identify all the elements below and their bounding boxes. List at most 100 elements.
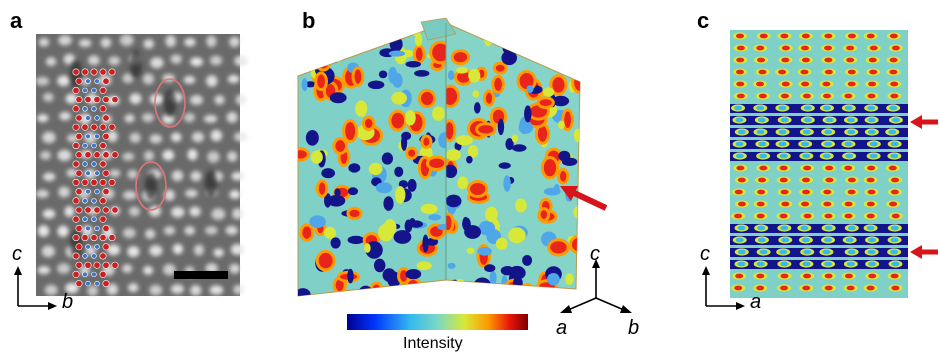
intensity-spot	[846, 117, 855, 123]
intensity-blob	[478, 125, 494, 134]
atomic-column	[42, 131, 56, 144]
intensity-spot	[888, 165, 897, 171]
panel-a-axis-b: b	[62, 291, 74, 313]
intensity-spot	[756, 273, 765, 279]
low-intensity-band	[730, 128, 908, 137]
model-atom-red	[99, 178, 107, 186]
model-atom-red	[99, 160, 107, 168]
atomic-column	[210, 129, 223, 142]
intensity-spot	[780, 285, 789, 291]
model-atom-red	[84, 96, 92, 104]
intensity-spot	[868, 273, 877, 279]
model-atom-blue	[91, 198, 97, 204]
intensity-spot	[869, 153, 878, 159]
atomic-column	[170, 54, 182, 64]
low-intensity-band	[730, 260, 908, 269]
model-atom-red	[72, 215, 80, 223]
model-atom-red	[99, 68, 107, 76]
intensity-blob	[494, 77, 502, 91]
atomic-column	[232, 208, 244, 220]
model-atom-red	[72, 86, 80, 94]
intensity-spot	[779, 213, 788, 219]
intensity-spot	[847, 33, 856, 39]
intensity-blob	[358, 23, 376, 37]
intensity-blob	[447, 262, 456, 269]
model-atom-red	[108, 68, 116, 76]
intensity-spot	[735, 273, 744, 279]
intensity-spot	[866, 285, 875, 291]
intensity-spot	[778, 69, 787, 75]
intensity-spot	[824, 45, 833, 51]
intensity-blob	[391, 112, 405, 129]
atomic-column	[43, 172, 56, 182]
intensity-blob	[473, 277, 492, 289]
intensity-spot	[735, 69, 744, 75]
intensity-spot	[758, 93, 767, 99]
atomic-column	[231, 171, 245, 181]
atomic-column	[38, 37, 50, 47]
atomic-column	[42, 92, 54, 102]
atomic-column	[189, 206, 201, 217]
intensity-blob	[539, 99, 552, 107]
model-atom-blue	[91, 87, 97, 94]
intensity-blob	[299, 28, 312, 39]
low-intensity-band	[730, 236, 908, 245]
intensity-blob	[335, 279, 344, 292]
intensity-spot	[890, 249, 899, 255]
atomic-column	[193, 244, 205, 256]
intensity-spot	[823, 201, 832, 207]
intensity-spot	[801, 201, 810, 207]
intensity-blob	[511, 134, 519, 143]
intensity-blob	[364, 118, 373, 129]
intensity-blob	[468, 68, 481, 83]
atomic-column	[35, 76, 50, 86]
intensity-spot	[780, 273, 789, 279]
atomic-column	[37, 265, 51, 275]
intensity-spot	[756, 285, 765, 291]
model-atom-red	[102, 188, 110, 196]
intensity-blob	[560, 170, 567, 182]
atomic-column	[44, 284, 58, 296]
atomic-column	[144, 229, 156, 239]
intensity-spot	[825, 165, 834, 171]
atomic-column	[149, 245, 163, 257]
model-atom-red	[75, 261, 83, 269]
intensity-blob	[426, 237, 439, 246]
model-atom-blue	[85, 280, 91, 287]
intensity-blob	[347, 235, 365, 245]
intensity-spot	[756, 45, 765, 51]
model-atom-red	[108, 123, 116, 131]
model-atom-blue	[94, 244, 100, 250]
model-atom-red	[99, 105, 107, 113]
intensity-spot	[780, 93, 789, 99]
model-atom-red	[111, 151, 119, 159]
intensity-spot	[844, 93, 853, 99]
atomic-column	[37, 114, 49, 123]
model-atom-red	[93, 151, 101, 159]
intensity-blob	[552, 24, 565, 40]
intensity-blob	[422, 234, 429, 253]
panel-c-map	[730, 30, 908, 298]
intensity-blob	[487, 23, 499, 38]
intensity-blob	[519, 72, 534, 90]
intensity-blob	[420, 91, 434, 106]
intensity-blob	[362, 23, 379, 34]
intensity-spot	[889, 201, 898, 207]
intensity-spot	[844, 273, 853, 279]
intensity-spot	[779, 249, 788, 255]
model-atom-blue	[94, 188, 100, 195]
intensity-spot	[891, 261, 900, 267]
intensity-spot	[866, 213, 875, 219]
atomic-column	[172, 243, 184, 255]
intensity-spot	[824, 33, 833, 39]
intensity-blob	[531, 43, 548, 56]
intensity-spot	[778, 141, 787, 147]
atomic-column	[122, 227, 136, 239]
intensity-blob	[405, 60, 421, 68]
intensity-spot	[867, 117, 876, 123]
intensity-blob	[401, 131, 412, 141]
intensity-blob	[571, 237, 580, 252]
atomic-column	[171, 206, 185, 218]
model-atom-red	[99, 215, 107, 223]
intensity-blob	[521, 45, 535, 53]
